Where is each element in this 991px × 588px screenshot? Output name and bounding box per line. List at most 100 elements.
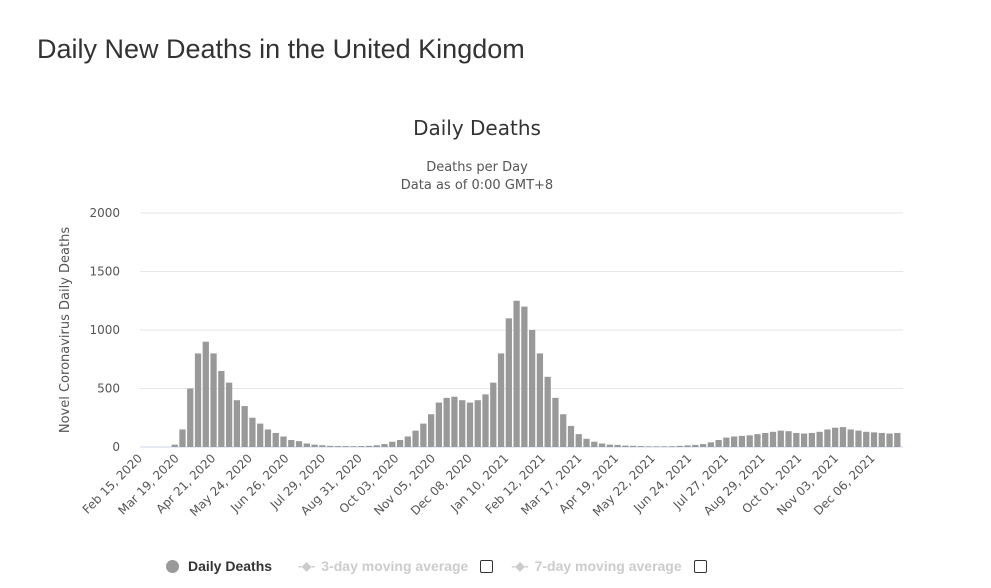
bar bbox=[451, 396, 458, 447]
bar bbox=[870, 432, 878, 447]
bar bbox=[754, 434, 761, 447]
bar bbox=[443, 397, 450, 447]
bar bbox=[544, 376, 551, 447]
bar bbox=[684, 445, 691, 447]
bar bbox=[668, 446, 676, 447]
bar bbox=[350, 446, 357, 447]
page-title: Daily New Deaths in the United Kingdom bbox=[37, 34, 525, 64]
bar bbox=[381, 444, 388, 447]
bar bbox=[319, 445, 326, 447]
bar bbox=[459, 400, 466, 447]
bar bbox=[373, 445, 380, 447]
bar bbox=[746, 435, 753, 447]
bar bbox=[769, 431, 777, 447]
bar bbox=[793, 432, 800, 447]
bar bbox=[435, 402, 443, 447]
bar bbox=[505, 318, 512, 447]
bar bbox=[847, 429, 854, 447]
bar bbox=[233, 400, 241, 447]
bar bbox=[529, 330, 536, 447]
y-tick-label: 1000 bbox=[89, 323, 120, 337]
7-day-average-checkbox[interactable] bbox=[693, 559, 707, 573]
bar bbox=[536, 353, 544, 447]
legend-daily-deaths[interactable]: Daily Deaths bbox=[166, 558, 272, 574]
bar bbox=[412, 430, 419, 447]
bar bbox=[365, 445, 373, 447]
bar bbox=[389, 441, 396, 447]
bar bbox=[210, 353, 217, 447]
bar bbox=[225, 382, 233, 447]
bar bbox=[575, 434, 582, 447]
bar bbox=[824, 429, 831, 447]
bar bbox=[637, 446, 645, 447]
bar bbox=[194, 353, 202, 447]
chart-title: Daily Deaths bbox=[413, 116, 541, 140]
bar bbox=[249, 417, 256, 447]
bar bbox=[288, 439, 295, 447]
bar bbox=[762, 432, 769, 447]
3-day-average-checkbox[interactable] bbox=[480, 559, 494, 573]
bar bbox=[863, 431, 870, 447]
bar bbox=[171, 444, 178, 447]
bar bbox=[474, 400, 481, 447]
bar bbox=[738, 435, 746, 447]
bar bbox=[264, 429, 272, 447]
bar bbox=[692, 444, 699, 447]
legend-7-day-average[interactable]: -◆- 7-day moving average bbox=[511, 558, 682, 574]
bar bbox=[218, 370, 225, 447]
bar bbox=[894, 432, 901, 447]
line-marker-icon: -◆- bbox=[511, 559, 529, 573]
bar bbox=[855, 430, 862, 447]
bar bbox=[295, 441, 303, 447]
bar bbox=[521, 306, 528, 447]
bar bbox=[241, 406, 248, 447]
bar bbox=[832, 427, 839, 447]
bar bbox=[311, 444, 318, 447]
bar bbox=[800, 433, 808, 447]
chart-subtitle-1: Deaths per Day bbox=[426, 160, 528, 175]
bar bbox=[280, 436, 287, 447]
bar bbox=[187, 388, 194, 447]
bar bbox=[358, 446, 365, 447]
bar bbox=[257, 423, 264, 447]
y-tick-label: 0 bbox=[112, 440, 120, 454]
bar bbox=[653, 446, 660, 447]
bar bbox=[598, 443, 606, 447]
bar bbox=[785, 431, 792, 447]
bar bbox=[560, 414, 567, 447]
bar bbox=[513, 300, 520, 447]
bar bbox=[808, 432, 815, 447]
bar bbox=[606, 444, 613, 447]
bar bbox=[482, 394, 489, 447]
bar bbox=[878, 432, 885, 447]
y-tick-label: 500 bbox=[97, 382, 120, 396]
y-axis-label: Novel Coronavirus Daily Deaths bbox=[58, 227, 73, 433]
bar bbox=[334, 446, 342, 447]
bar bbox=[427, 414, 435, 447]
bar bbox=[567, 425, 575, 447]
bar bbox=[723, 437, 730, 447]
bar bbox=[777, 430, 784, 447]
bar bbox=[645, 446, 652, 447]
circle-icon bbox=[166, 559, 179, 573]
bar bbox=[396, 439, 404, 447]
bar bbox=[707, 442, 714, 447]
bar bbox=[661, 446, 668, 447]
bar bbox=[731, 436, 738, 447]
bar bbox=[591, 441, 598, 447]
bar bbox=[630, 445, 637, 447]
bar bbox=[342, 446, 349, 447]
bar bbox=[839, 427, 847, 447]
y-tick-label: 1500 bbox=[89, 265, 120, 279]
chart-legend: Daily Deaths -◆- 3-day moving average -◆-… bbox=[166, 558, 725, 574]
bar bbox=[420, 423, 427, 447]
legend-3-day-average[interactable]: -◆- 3-day moving average bbox=[298, 558, 469, 574]
bar bbox=[886, 433, 893, 447]
bar bbox=[303, 443, 310, 447]
bar bbox=[326, 445, 334, 447]
bar bbox=[622, 445, 629, 447]
y-tick-label: 2000 bbox=[89, 206, 120, 220]
bar bbox=[497, 353, 505, 447]
bar bbox=[816, 431, 823, 447]
